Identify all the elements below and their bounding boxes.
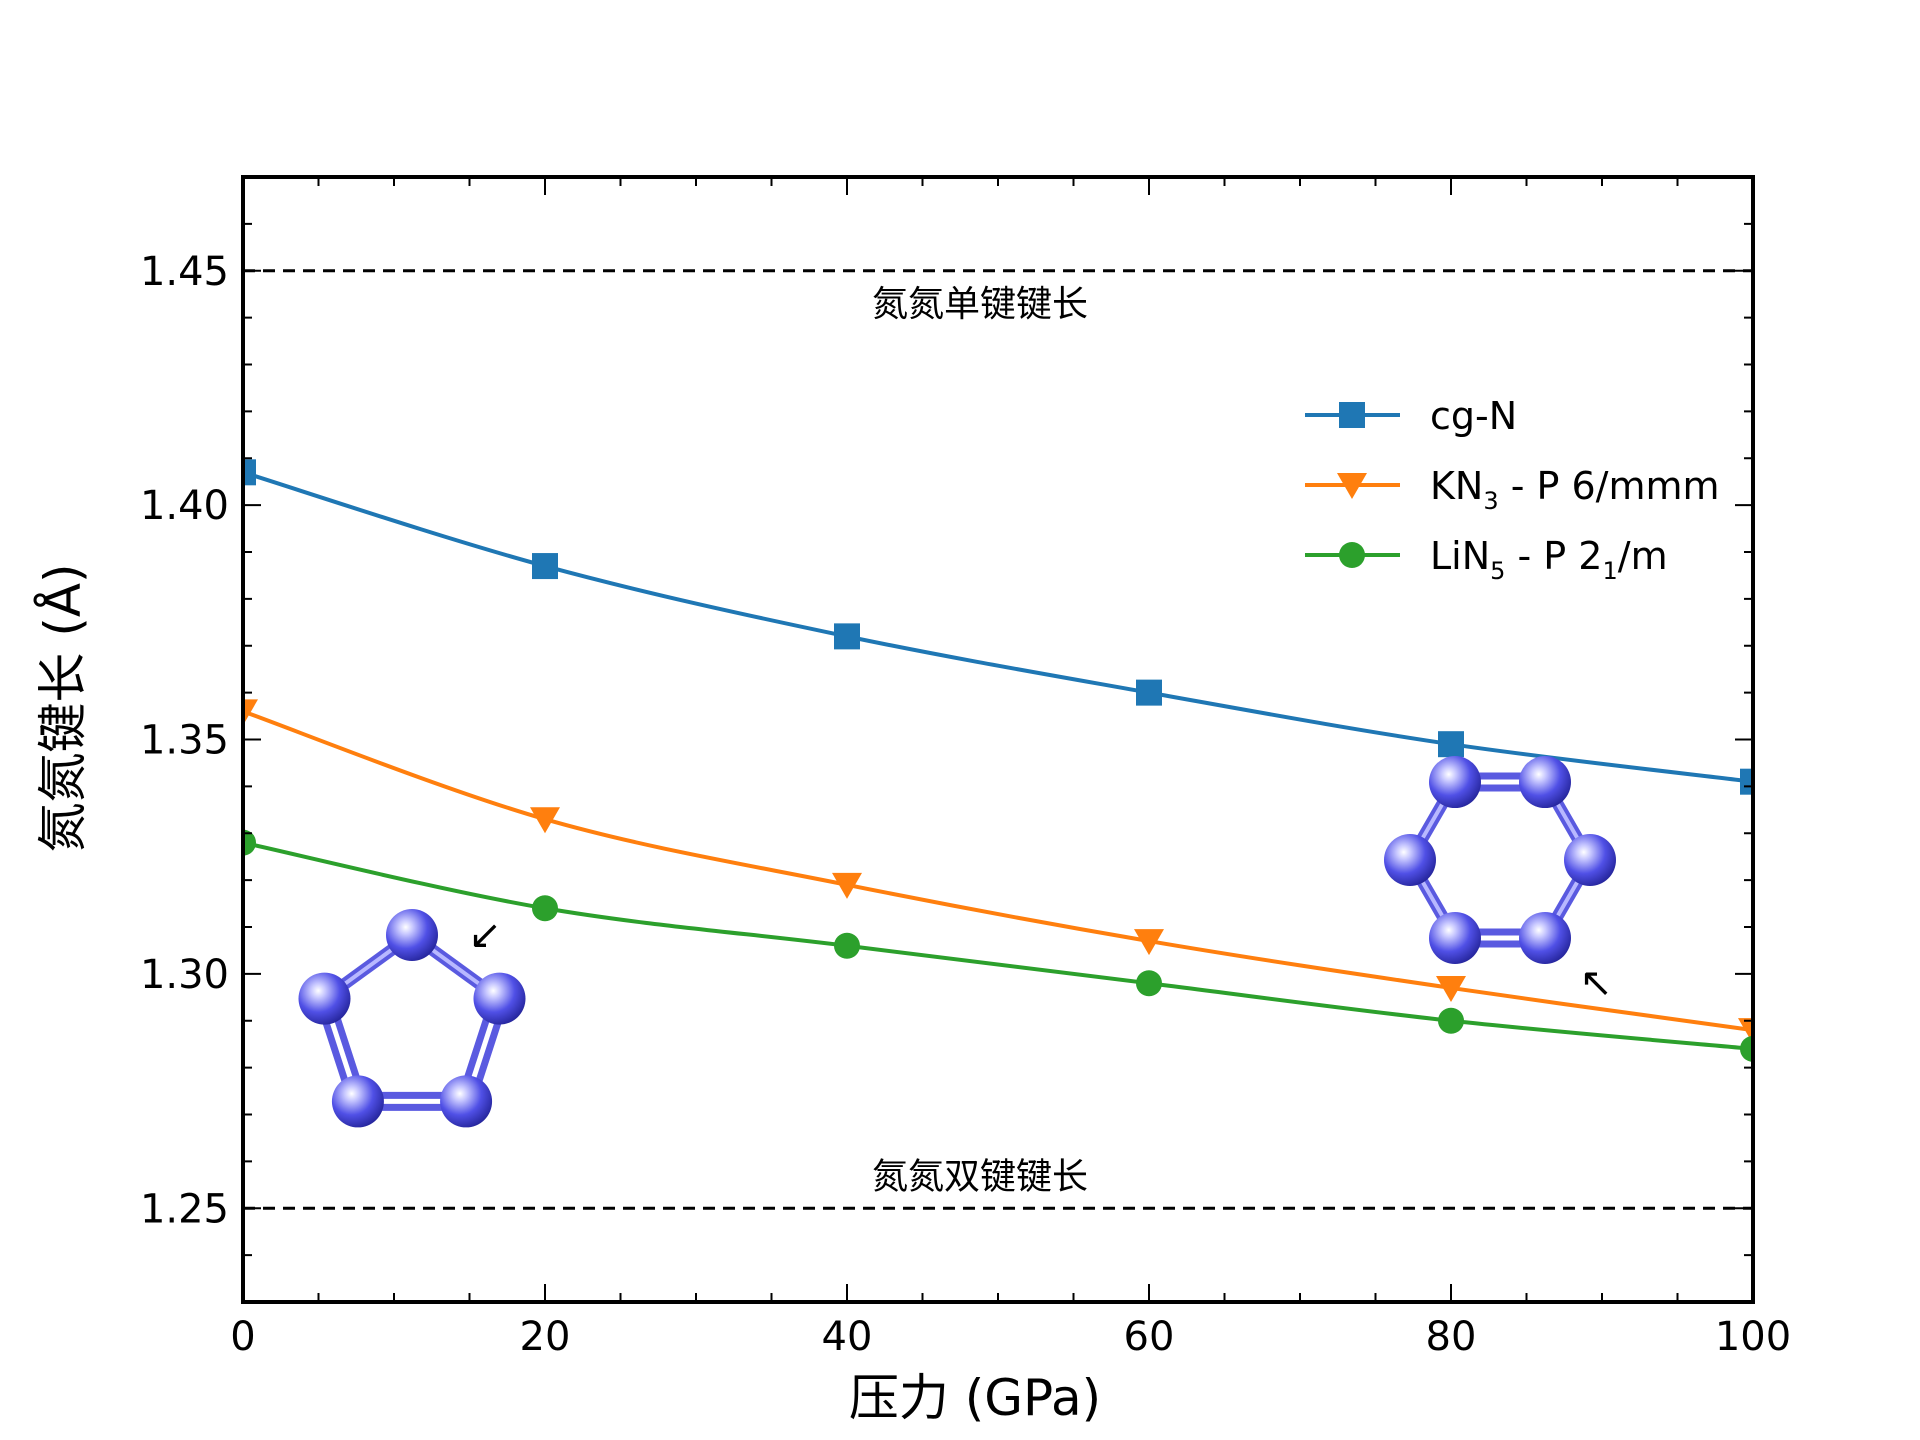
data-point [1740,768,1753,795]
data-point [243,699,258,726]
y-axis-label: 氮氮键长 (Å) [34,563,92,852]
data-point [832,872,862,899]
legend-label-subscript: 5 [1490,557,1505,585]
x-tick-label: 100 [1715,1314,1791,1360]
data-point [532,553,558,580]
data-point [243,459,256,486]
x-tick-label: 60 [1124,1314,1175,1360]
data-point [1438,1007,1464,1034]
hexagon-molecule-inset [1384,756,1616,964]
hexagon-pointer-arrow: ↖ [1579,960,1613,1006]
x-tick-label: 40 [822,1314,873,1360]
legend-entry: LiN5 - P 21/m [1305,534,1668,585]
y-tick-label: 1.25 [140,1186,229,1232]
x-tick-label: 0 [230,1314,255,1360]
atom [440,1075,493,1128]
atom [473,972,526,1025]
atom [1564,834,1616,886]
atom [1519,911,1571,964]
series-2 [243,829,1753,1062]
atom [386,909,438,961]
y-tick-label: 1.35 [140,718,229,764]
plot-frame [241,175,1755,1304]
pentagon-molecule-inset [298,909,526,1128]
y-tick-label: 1.45 [140,249,229,295]
series-line [243,840,1753,1051]
legend-label: KN3 - P 6/mmm [1430,464,1720,515]
x-axis-label: 压力 (GPa) [849,1369,1101,1427]
legend-marker [1339,542,1365,568]
series-0 [243,459,1753,795]
reference-line-label: 氮氮双键键长 [872,1156,1088,1197]
legend-marker [1339,402,1365,428]
legend-label-rest: - P 6/mmm [1499,464,1720,508]
data-point [834,932,860,959]
atom [1384,834,1436,886]
legend-label-main: LiN [1430,534,1490,578]
series-line [243,470,1753,784]
data-point [1436,975,1466,1002]
legend-label-main: KN [1430,464,1483,508]
legend-label-tail: /m [1618,534,1668,578]
data-point [1136,679,1162,706]
data-point [243,829,256,856]
legend-entry: cg-N [1305,394,1517,438]
y-tick-label: 1.40 [140,483,229,529]
legend-label: cg-N [1430,394,1517,438]
data-point [530,807,560,834]
x-tick-label: 20 [520,1314,571,1360]
data-point [834,623,860,650]
atom [1429,911,1481,964]
y-tick-label: 1.30 [140,952,229,998]
reference-line-label: 氮氮单键键长 [872,284,1088,325]
legend-entry: KN3 - P 6/mmm [1305,464,1720,515]
series-line [243,709,1753,1033]
atom [1429,756,1481,809]
pentagon-pointer-arrow: ↙ [468,912,502,958]
data-point [1136,970,1162,997]
series-1 [243,699,1753,1045]
legend-marker [1337,473,1367,499]
legend-label-subscript: 3 [1483,487,1498,515]
data-point [1740,1035,1753,1062]
series-layer [243,459,1753,1062]
axes: 0 20 40 60 80 100 1.25 1.30 1.35 1.40 1.45 [140,175,1791,1360]
data-point [1134,929,1164,956]
atom [298,972,351,1025]
legend-label-subscript: 1 [1602,557,1617,585]
atom [331,1075,384,1128]
data-point [532,895,558,922]
atom [1519,756,1571,809]
x-tick-label: 80 [1426,1314,1477,1360]
legend-label-main: cg-N [1430,394,1517,438]
legend-label: LiN5 - P 21/m [1430,534,1668,585]
legend-label-rest: - P 2 [1505,534,1602,578]
data-point [1438,731,1464,758]
